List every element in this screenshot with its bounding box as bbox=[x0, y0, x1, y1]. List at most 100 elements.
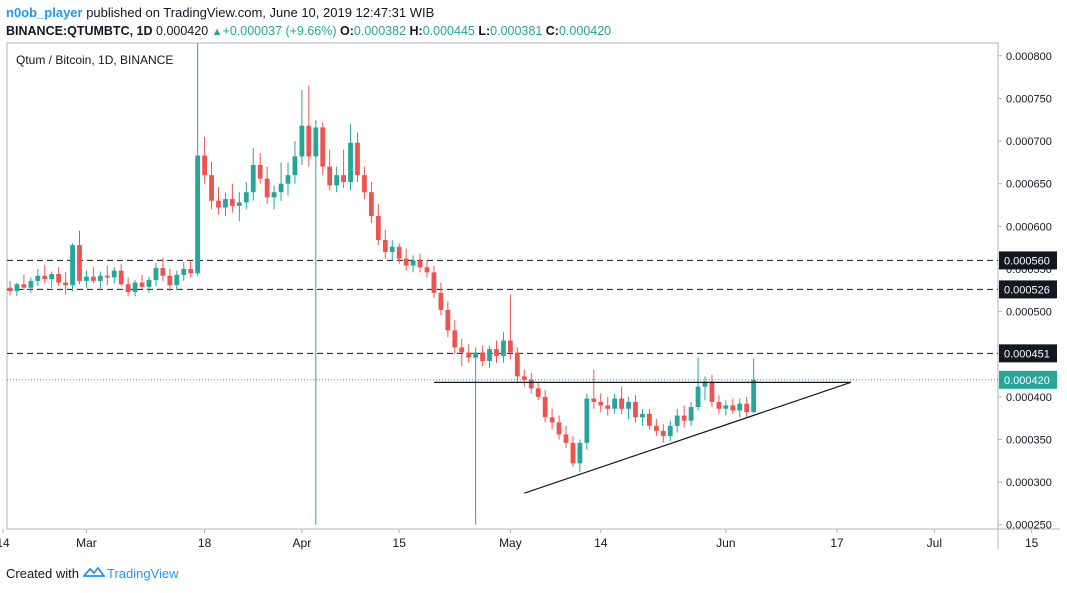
candle-body bbox=[563, 434, 569, 443]
candle-body bbox=[521, 376, 527, 380]
x-tick-label: 15 bbox=[393, 536, 407, 550]
candle-body bbox=[653, 425, 659, 431]
candle-body bbox=[452, 330, 458, 348]
candle-body bbox=[243, 192, 249, 203]
candle-body bbox=[327, 166, 333, 186]
candle-body bbox=[70, 245, 75, 286]
candle-body bbox=[480, 352, 485, 362]
last-price: 0.000420 bbox=[156, 24, 209, 38]
candle-body bbox=[63, 282, 68, 286]
symbol-label: BINANCE:QTUMBTC, 1D bbox=[6, 24, 153, 38]
candle-body bbox=[577, 442, 583, 464]
candle-body bbox=[125, 284, 131, 292]
y-tick-label: 0.000400 bbox=[1006, 392, 1052, 404]
high-value: 0.000445 bbox=[422, 24, 475, 38]
x-tick-label: 17 bbox=[830, 536, 844, 550]
candle-body bbox=[153, 268, 159, 281]
close-value: 0.000420 bbox=[558, 24, 612, 38]
candle-body bbox=[35, 275, 41, 281]
candle-body bbox=[362, 175, 367, 193]
y-tick-label: 0.000700 bbox=[1006, 136, 1052, 148]
candle-body bbox=[195, 155, 201, 274]
candle-body bbox=[514, 352, 520, 377]
candle-body bbox=[396, 246, 402, 259]
price-label-box bbox=[999, 370, 1057, 389]
candle-body bbox=[146, 280, 152, 287]
candle-body bbox=[84, 276, 89, 281]
candle-body bbox=[181, 268, 187, 275]
candle-body bbox=[612, 398, 618, 409]
candle-body bbox=[556, 422, 562, 435]
y-tick-label: 0.000350 bbox=[1006, 434, 1052, 446]
publish-line: n0ob_player published on TradingView.com… bbox=[6, 4, 1061, 22]
tradingview-brand[interactable]: TradingView bbox=[106, 566, 179, 581]
price-label-box bbox=[999, 344, 1057, 363]
candle-body bbox=[466, 352, 472, 358]
candle-body bbox=[174, 274, 180, 286]
candle-body bbox=[431, 272, 437, 293]
candle-body bbox=[375, 216, 381, 240]
candle-body bbox=[584, 398, 590, 443]
candle-body bbox=[403, 258, 409, 266]
candle-body bbox=[459, 347, 465, 353]
price-change: +0.000037 (+9.66%) bbox=[222, 24, 337, 38]
candle-body bbox=[118, 270, 124, 285]
open-value: 0.000382 bbox=[353, 24, 407, 38]
candle-body bbox=[223, 199, 228, 208]
candle-body bbox=[410, 260, 416, 266]
candle-body bbox=[236, 202, 242, 206]
candle-body bbox=[285, 175, 291, 184]
ohlc-line: BINANCE:QTUMBTC, 1D 0.000420 ▲+0.000037 … bbox=[6, 22, 1061, 40]
x-tick-label: Mar bbox=[76, 536, 97, 550]
candle-body bbox=[528, 379, 534, 389]
candle-body bbox=[7, 287, 13, 292]
candle-body bbox=[369, 192, 374, 217]
candle-body bbox=[751, 379, 757, 413]
up-arrow-icon: ▲ bbox=[211, 26, 223, 38]
x-tick-label: Apr bbox=[293, 536, 312, 550]
price-label-box bbox=[999, 251, 1057, 270]
candle-body bbox=[313, 127, 319, 157]
candle-body bbox=[445, 309, 451, 331]
price-label-box bbox=[999, 280, 1057, 299]
candle-body bbox=[570, 442, 576, 464]
candle-body bbox=[320, 127, 326, 167]
candle-body bbox=[417, 260, 423, 268]
y-tick-label: 0.000750 bbox=[1006, 93, 1052, 105]
candle-body bbox=[132, 282, 138, 292]
candle-body bbox=[97, 275, 103, 281]
candle-body bbox=[167, 275, 173, 286]
author-username[interactable]: n0ob_player bbox=[6, 5, 83, 20]
price-chart[interactable]: Qtum / Bitcoin, 1D, BINANCE 0.000800 0.000… bbox=[0, 40, 1067, 560]
footer: Created with TradingView bbox=[6, 566, 179, 581]
candle-body bbox=[188, 268, 194, 274]
candle-body bbox=[91, 276, 96, 281]
candle-body bbox=[723, 405, 729, 409]
candle-body bbox=[619, 398, 624, 409]
candle-body bbox=[104, 275, 110, 278]
low-value: 0.000381 bbox=[490, 24, 543, 38]
candle-body bbox=[230, 199, 235, 206]
x-tick-label: Jun bbox=[716, 536, 735, 550]
candle-body bbox=[501, 340, 506, 356]
y-tick-label: 0.000300 bbox=[1006, 477, 1052, 489]
trendline bbox=[524, 381, 852, 494]
candle-body bbox=[674, 415, 680, 426]
candle-body bbox=[139, 282, 145, 287]
published-text: published on TradingView.com, June 10, 2… bbox=[82, 5, 435, 20]
x-tick-label: 14 bbox=[0, 536, 10, 550]
candle-body bbox=[49, 274, 55, 280]
price-label: 0.000420 bbox=[1004, 375, 1050, 387]
candle-body bbox=[605, 405, 611, 409]
price-label: 0.000526 bbox=[1004, 284, 1050, 296]
candle-body bbox=[640, 413, 645, 418]
candle-body bbox=[341, 175, 346, 182]
x-tick-label: May bbox=[499, 536, 522, 550]
candle-body bbox=[271, 192, 277, 198]
candle-body bbox=[355, 142, 360, 176]
y-tick-label: 0.000500 bbox=[1006, 307, 1052, 319]
low-label: L: bbox=[478, 24, 491, 38]
candle-body bbox=[633, 401, 638, 418]
open-label: O: bbox=[340, 24, 354, 38]
x-tick-label: 18 bbox=[198, 536, 212, 550]
